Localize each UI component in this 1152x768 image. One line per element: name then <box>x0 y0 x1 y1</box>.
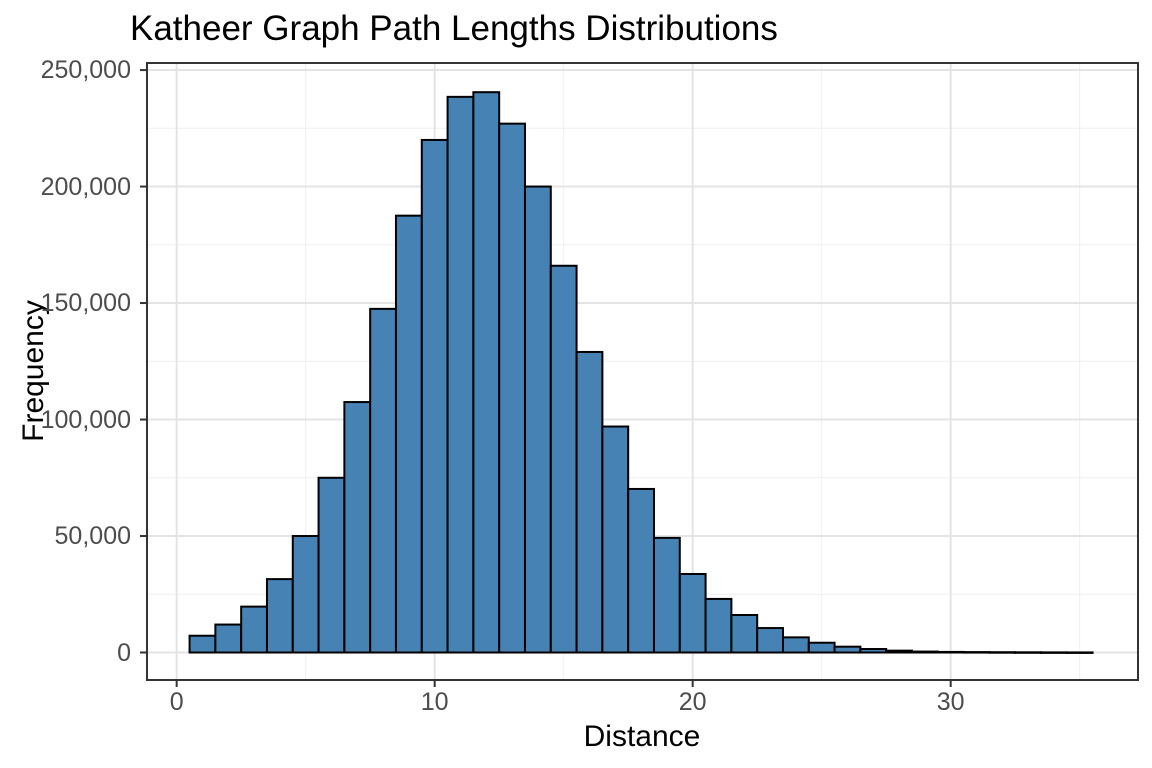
bars-group <box>188 91 1094 654</box>
x-axis-title: Distance <box>583 720 701 753</box>
bar-x10 <box>420 138 449 654</box>
bar-x22 <box>730 613 759 654</box>
bar-x20 <box>678 572 707 654</box>
bar-x2 <box>214 623 243 654</box>
y-tick-label-200000: 200,000 <box>40 172 131 201</box>
y-tick-label-150000: 150,000 <box>40 289 131 318</box>
bar-x11 <box>446 95 475 654</box>
bar-x1 <box>188 634 217 654</box>
bar-x29 <box>910 650 939 654</box>
bar-x25 <box>807 641 836 654</box>
bar-x21 <box>704 597 733 654</box>
bar-x12 <box>472 91 501 654</box>
bar-x26 <box>833 645 862 654</box>
bar-x33 <box>1014 651 1042 654</box>
x-tick-label-30: 30 <box>936 688 965 716</box>
bar-x19 <box>652 536 681 654</box>
x-tick-label-20: 20 <box>678 688 707 716</box>
bar-x7 <box>343 401 372 654</box>
bar-x32 <box>988 651 1017 654</box>
x-tick-label-10: 10 <box>420 688 449 716</box>
bar-x13 <box>498 122 526 654</box>
bar-x24 <box>781 636 810 654</box>
x-tick-label-0: 0 <box>169 688 184 716</box>
bar-x5 <box>291 535 320 654</box>
bar-x9 <box>394 214 423 654</box>
bar-x23 <box>756 627 784 654</box>
bar-x3 <box>240 605 268 654</box>
y-tick-label-50000: 50,000 <box>54 522 131 551</box>
bar-x27 <box>859 648 888 654</box>
bar-x17 <box>601 425 630 654</box>
bar-x8 <box>369 307 397 654</box>
bar-x16 <box>575 350 604 654</box>
y-tick-label-100000: 100,000 <box>40 405 131 434</box>
plot-title: Katheer Graph Path Lengths Distributions <box>130 9 778 48</box>
bar-x15 <box>549 264 578 654</box>
bar-x35 <box>1065 651 1094 654</box>
bar-x6 <box>317 476 346 654</box>
bar-x4 <box>265 578 294 654</box>
bar-x28 <box>885 649 913 654</box>
axis-ticks-group <box>140 69 952 687</box>
bar-x34 <box>1039 651 1068 654</box>
bar-x30 <box>936 650 965 654</box>
y-tick-label-0: 0 <box>117 638 131 667</box>
bar-x14 <box>523 185 552 654</box>
bar-x18 <box>627 487 655 654</box>
y-tick-label-250000: 250,000 <box>40 56 131 85</box>
bar-x31 <box>962 651 991 654</box>
panel-border <box>146 62 1139 681</box>
